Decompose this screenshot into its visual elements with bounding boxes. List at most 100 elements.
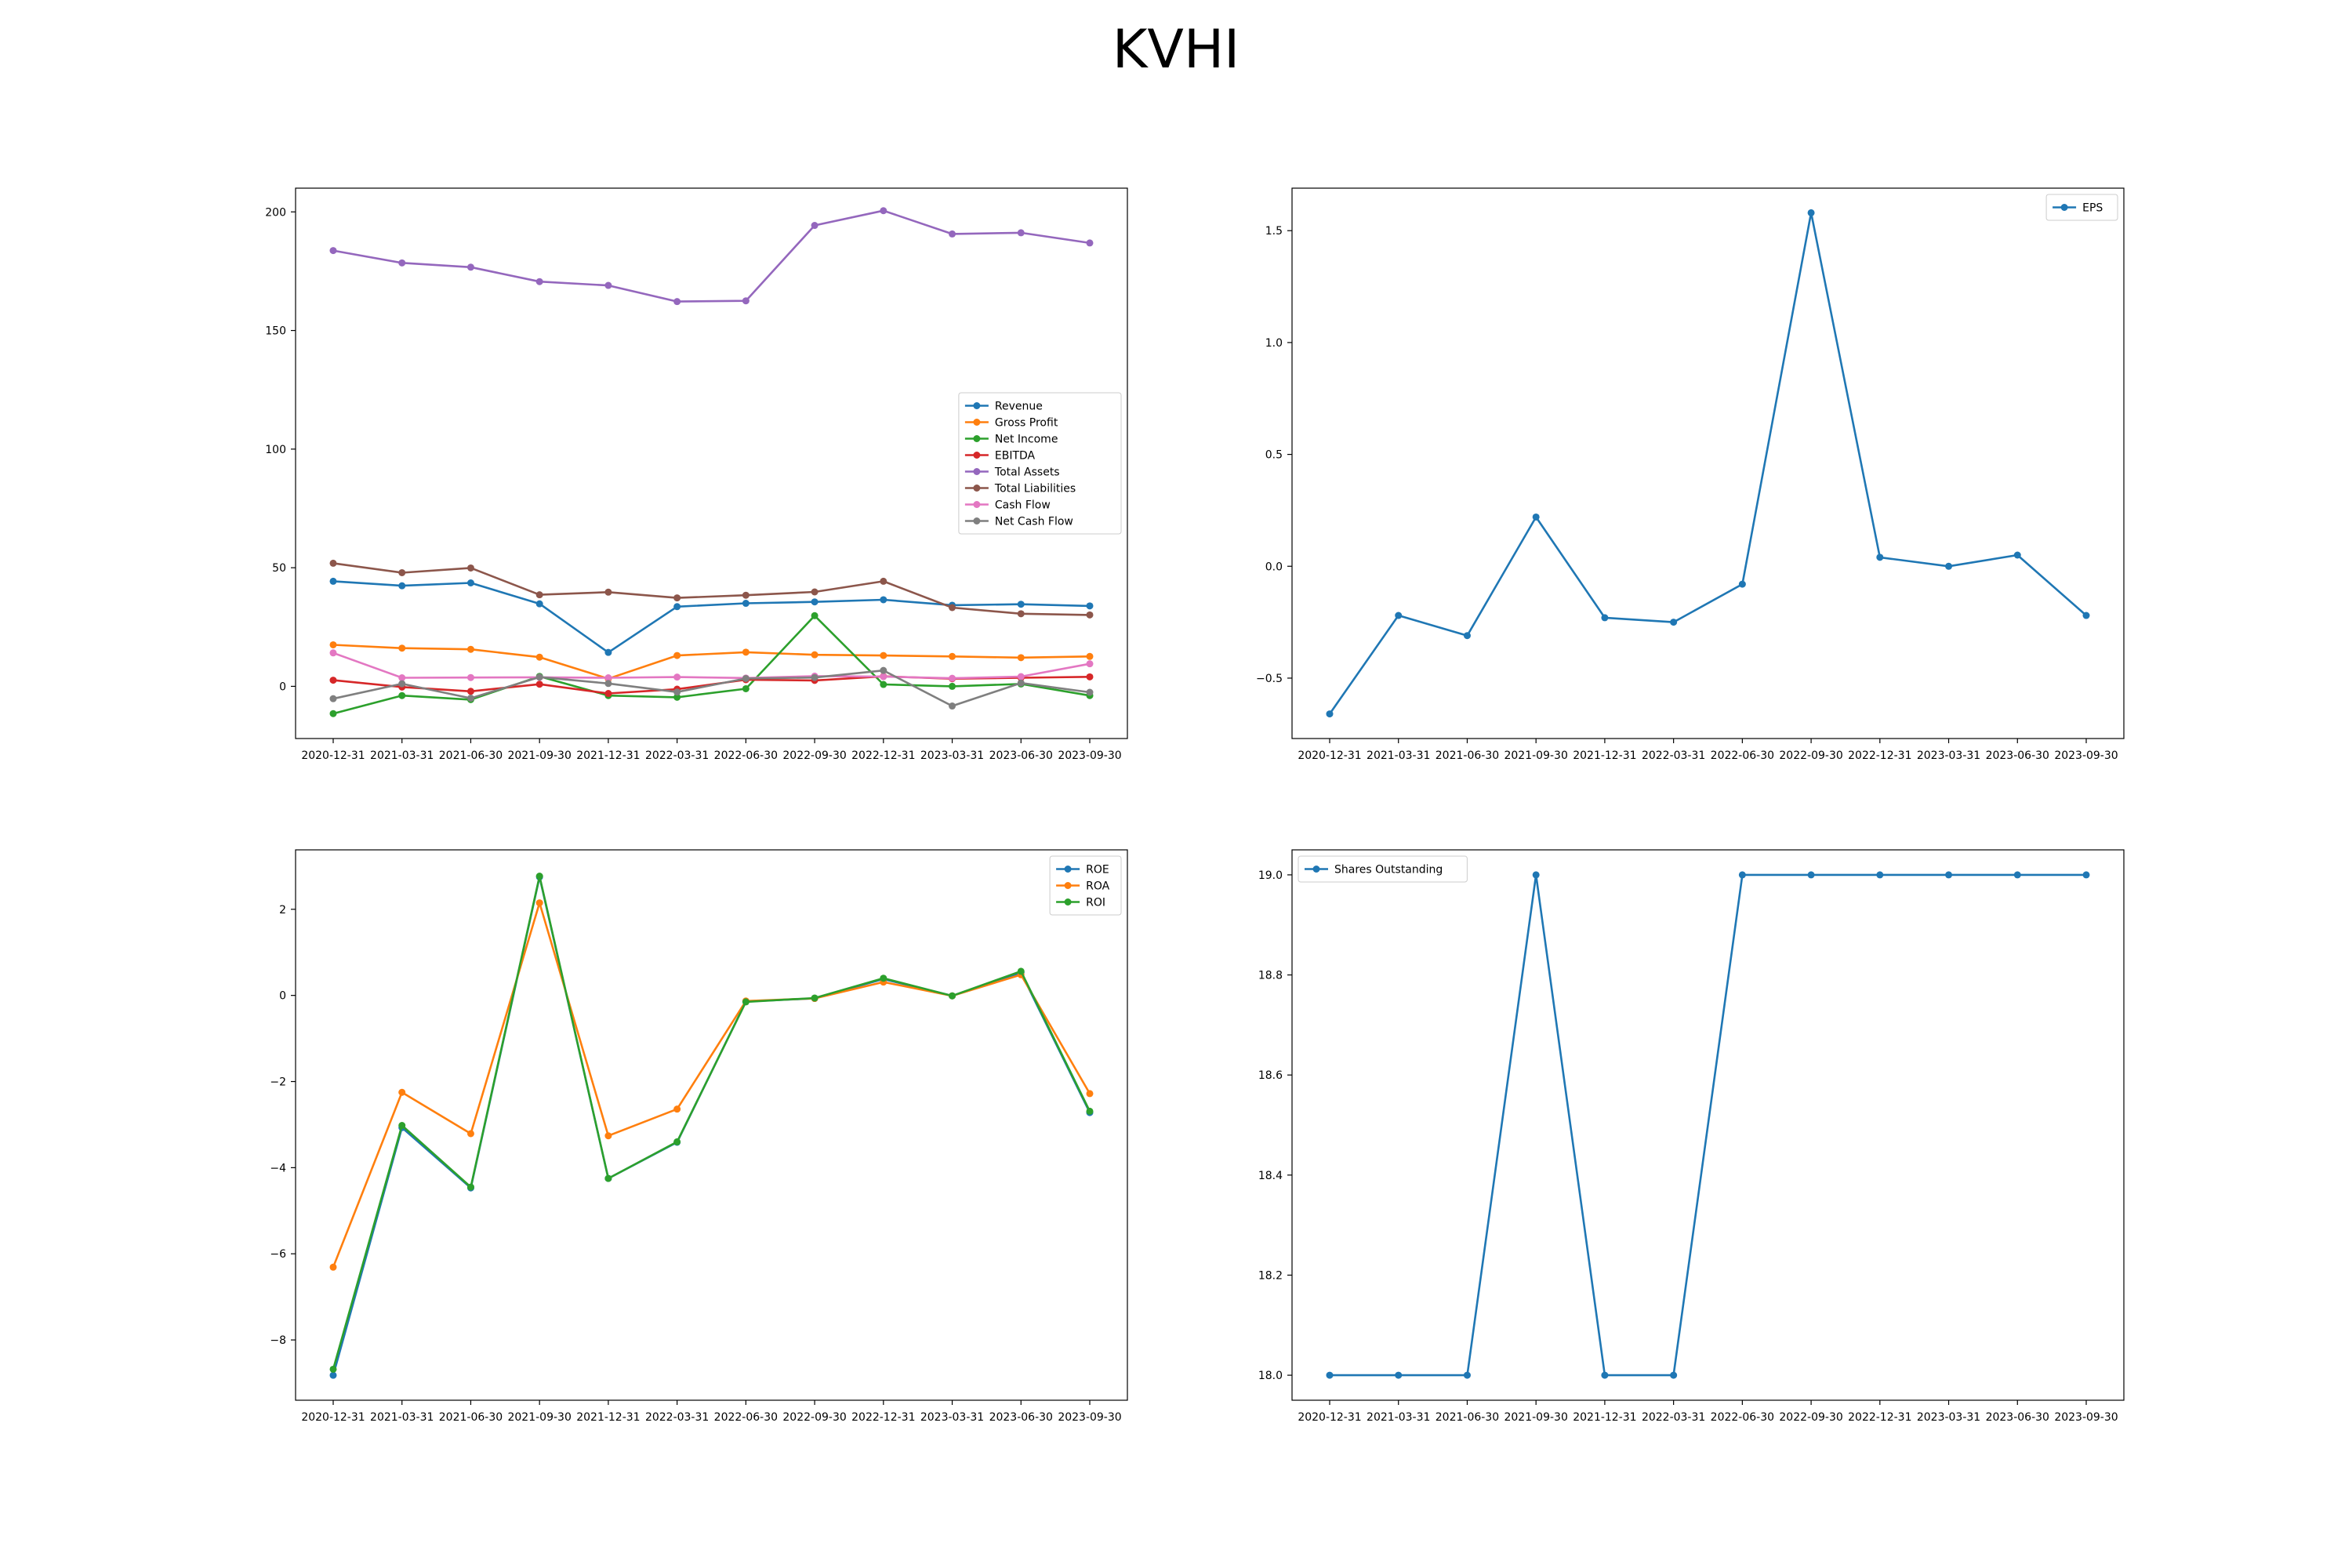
x-tick-label: 2021-12-31 (1573, 1411, 1636, 1424)
data-point-gross-profit (329, 641, 337, 648)
y-tick-label: −6 (270, 1248, 286, 1261)
y-tick-label: 19.0 (1258, 869, 1283, 882)
x-tick-label: 2023-09-30 (1058, 750, 1121, 762)
data-point-revenue (1017, 601, 1025, 608)
y-tick-label: −0.5 (1256, 673, 1283, 685)
data-point-roi (535, 873, 543, 880)
legend-label-shares-outstanding: Shares Outstanding (1334, 864, 1443, 877)
x-tick-label: 2022-06-30 (714, 750, 778, 762)
y-tick-label: 18.6 (1258, 1069, 1283, 1082)
data-point-eps (1945, 562, 1953, 570)
legend-marker-revenue (973, 402, 981, 409)
data-point-total-assets (880, 207, 887, 215)
x-tick-label: 2021-06-30 (1436, 750, 1499, 762)
data-point-total-assets (329, 247, 337, 255)
x-tick-label: 2022-12-31 (851, 1411, 915, 1424)
data-point-roi (604, 1174, 612, 1182)
data-point-eps (1670, 619, 1678, 626)
x-tick-label: 2023-06-30 (1986, 750, 2049, 762)
data-point-shares-outstanding (1326, 1371, 1334, 1379)
data-point-net-cash-flow (673, 688, 681, 696)
legend-label-total-assets: Total Assets (994, 466, 1060, 479)
x-tick-label: 2022-03-31 (1642, 750, 1705, 762)
data-point-revenue (880, 596, 887, 604)
x-tick-label: 2022-12-31 (1848, 1411, 1911, 1424)
legend-marker-gross-profit (973, 419, 981, 426)
legend-label-roa: ROA (1086, 880, 1110, 893)
x-tick-label: 2022-09-30 (782, 750, 846, 762)
data-point-ebitda (1086, 673, 1094, 681)
data-point-cash-flow (673, 673, 681, 681)
x-tick-label: 2023-09-30 (1058, 1411, 1121, 1424)
data-point-net-cash-flow (398, 680, 406, 688)
x-tick-label: 2023-06-30 (989, 1411, 1053, 1424)
legend-marker-ebitda (973, 452, 981, 459)
data-point-revenue (329, 577, 337, 585)
y-tick-label: −8 (270, 1334, 286, 1347)
data-point-roa (329, 1263, 337, 1271)
data-point-net-cash-flow (535, 673, 543, 681)
x-tick-label: 2023-03-31 (1917, 1411, 1980, 1424)
y-tick-label: 150 (265, 325, 286, 338)
data-point-roa (535, 899, 543, 907)
y-tick-label: 200 (265, 206, 286, 219)
data-point-total-assets (1086, 239, 1094, 247)
y-tick-label: 18.4 (1258, 1170, 1283, 1182)
data-point-ebitda (604, 690, 612, 698)
data-point-roa (398, 1088, 406, 1096)
data-point-revenue (466, 579, 474, 587)
data-point-roi (673, 1138, 681, 1145)
legend-label-cash-flow: Cash Flow (995, 499, 1051, 512)
data-point-shares-outstanding (2013, 871, 2021, 879)
data-point-shares-outstanding (1601, 1371, 1609, 1379)
x-tick-label: 2023-06-30 (989, 750, 1053, 762)
legend-label-eps: EPS (2082, 202, 2103, 215)
data-point-cash-flow (604, 674, 612, 682)
data-point-total-liabilities (673, 594, 681, 602)
figure-title: KVHI (1112, 19, 1240, 81)
series-line-eps (1328, 212, 2087, 715)
y-tick-label: −2 (270, 1076, 286, 1089)
data-point-ebitda (329, 677, 337, 684)
data-point-roa (604, 1132, 612, 1140)
x-tick-label: 2023-09-30 (2054, 750, 2118, 762)
x-tick-label: 2022-12-31 (1848, 750, 1911, 762)
data-point-net-income (811, 612, 818, 619)
data-point-ebitda (535, 681, 543, 688)
data-point-shares-outstanding (1738, 871, 1746, 879)
data-point-revenue (535, 600, 543, 608)
data-point-eps (1395, 612, 1403, 619)
x-tick-label: 2022-09-30 (782, 1411, 846, 1424)
data-point-total-liabilities (1017, 610, 1025, 618)
data-point-gross-profit (1017, 654, 1025, 662)
data-point-roi (329, 1365, 337, 1373)
financials-chart-panel: 2020-12-31 2021-03-31 2021-06-30 2021-09-30… (265, 187, 1128, 762)
x-tick-label: 2022-03-31 (1642, 1411, 1705, 1424)
data-point-total-assets (949, 230, 956, 238)
data-point-net-cash-flow (811, 673, 818, 681)
x-tick-label: 2022-06-30 (714, 1411, 778, 1424)
data-point-shares-outstanding (1807, 871, 1815, 879)
data-point-roi (880, 975, 887, 982)
data-point-shares-outstanding (1532, 871, 1540, 879)
data-point-roe (329, 1371, 337, 1379)
data-point-gross-profit (398, 644, 406, 652)
data-point-net-cash-flow (1086, 688, 1094, 696)
data-point-shares-outstanding (1945, 871, 1953, 879)
data-point-gross-profit (811, 651, 818, 659)
data-point-total-liabilities (1086, 611, 1094, 619)
data-point-gross-profit (880, 652, 887, 659)
data-point-gross-profit (535, 653, 543, 661)
data-point-ebitda (466, 688, 474, 695)
data-point-net-income (673, 693, 681, 701)
data-point-cash-flow (329, 649, 337, 657)
data-point-net-income (329, 710, 337, 717)
data-point-shares-outstanding (1395, 1371, 1403, 1379)
legend-marker-roi (1064, 898, 1072, 906)
data-point-roa (1086, 1090, 1094, 1098)
data-point-net-cash-flow (742, 674, 750, 682)
x-tick-label: 2020-12-31 (1298, 750, 1361, 762)
series-line-roi (332, 875, 1091, 1370)
legend-marker-roe (1064, 866, 1072, 873)
shares-axes-frame (1291, 849, 2125, 1401)
